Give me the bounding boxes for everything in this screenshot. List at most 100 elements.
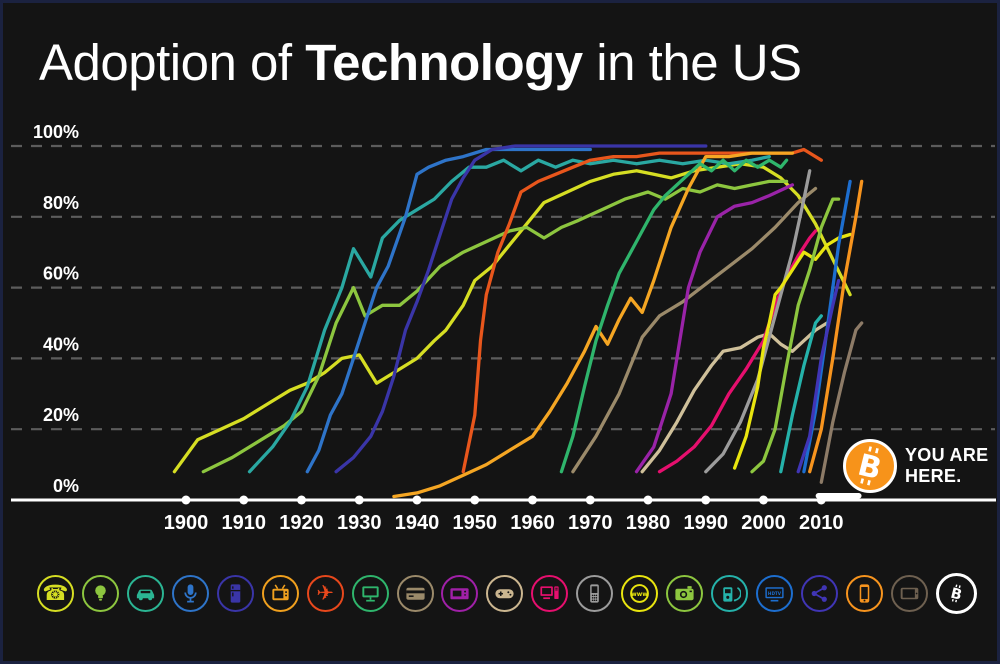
microwave-icon-glyph [450, 587, 470, 599]
series-line-credit-card [571, 186, 818, 474]
series-line-color-tv [559, 158, 789, 474]
svg-text:www: www [631, 590, 648, 597]
technology-icon-row: ☎ ✈ www HDTV B [37, 570, 977, 616]
x-axis-label-2010: 2010 [799, 512, 844, 534]
y-axis-label-100: 100% [33, 122, 79, 142]
tablet-icon [890, 574, 928, 612]
credit-card-icon-glyph [405, 587, 425, 600]
x-axis-tick-dot-1980 [643, 495, 653, 505]
series-line-radio [305, 147, 592, 474]
series-line-internet [732, 232, 852, 470]
x-axis-tick-dot-1940 [412, 495, 422, 505]
microphone-icon [171, 574, 209, 612]
x-axis-label-1990: 1990 [684, 512, 729, 534]
refrigerator-icon-glyph [230, 583, 241, 603]
y-axis-label-20: 20% [43, 405, 79, 425]
y-axis-label-80: 80% [43, 193, 79, 213]
camera-icon [666, 574, 704, 612]
telephone-icon: ☎ [37, 574, 74, 612]
series-line-digital-camera [750, 197, 841, 474]
share-icon-glyph [811, 584, 827, 602]
x-axis-tick-dot-2010 [816, 495, 826, 505]
tv-icon-glyph [272, 583, 289, 600]
x-axis-label-1910: 1910 [222, 512, 267, 534]
cellphone-icon [576, 574, 614, 612]
mp3-player-icon-glyph [723, 586, 742, 602]
gamepad-icon-glyph [495, 588, 514, 598]
series-line-video-games [640, 321, 829, 474]
series-line-air-travel [392, 151, 795, 499]
mp3-player-icon [711, 574, 749, 612]
series-line-cellphone [704, 169, 812, 474]
camera-icon-glyph [675, 585, 694, 600]
www-icon-glyph: www [630, 583, 650, 603]
www-icon: www [621, 574, 659, 612]
refrigerator-icon [216, 574, 254, 612]
series-line-electricity [201, 179, 789, 474]
desktop-pc-icon [531, 574, 569, 612]
x-axis-label-1940: 1940 [395, 512, 440, 534]
x-axis-label-1920: 1920 [279, 512, 324, 534]
x-axis-tick-dot-2000 [759, 495, 768, 505]
tv-icon [261, 574, 299, 612]
cellphone-icon-glyph [590, 583, 600, 603]
x-axis-label-1930: 1930 [337, 512, 382, 534]
x-axis-label-2000: 2000 [741, 512, 786, 534]
telephone-icon-glyph: ☎ [42, 580, 69, 605]
x-axis-label-1950: 1950 [453, 512, 498, 534]
svg-text:HDTV: HDTV [768, 590, 782, 595]
series-line-social-media [796, 278, 841, 474]
y-axis-label-0: 0% [53, 476, 79, 496]
you-are-here-badge: B YOU ARE HERE. [841, 437, 988, 495]
x-axis-tick-dot-1920 [297, 495, 306, 505]
x-axis-tick-dot-1970 [585, 495, 595, 505]
x-axis-label-1900: 1900 [164, 512, 209, 534]
hdtv-icon-glyph: HDTV [765, 586, 784, 602]
x-axis-label-1970: 1970 [568, 512, 613, 534]
title-pre: Adoption of [39, 34, 306, 91]
x-axis-label-1980: 1980 [626, 512, 671, 534]
series-line-mp3-player [779, 314, 823, 474]
bitcoin-coin-icon: B [843, 439, 897, 493]
car-icon [126, 574, 164, 612]
bitcoin-icon-glyph: B [949, 583, 963, 603]
airplane-icon: ✈ [306, 574, 344, 612]
smartphone-icon-glyph [859, 583, 870, 603]
lightbulb-icon-glyph [95, 584, 106, 601]
x-axis-tick-dot-1960 [528, 495, 537, 505]
series-line-tablet [819, 321, 864, 484]
x-axis-tick-dot-1900 [181, 495, 191, 505]
you-are-here-label: YOU ARE HERE. [905, 445, 989, 486]
x-axis-tick-dot-1990 [701, 495, 711, 505]
share-icon [800, 574, 838, 612]
bitcoin-icon: B [935, 572, 977, 614]
title-post: in the US [582, 34, 802, 91]
series-line-telephone [172, 162, 852, 474]
adoption-chart: 100% 80% 60% 40% 20% 0% 1900 1910 1920 1930 1940 19… [11, 122, 996, 534]
credit-card-icon [396, 574, 434, 612]
series-line-automobile [247, 154, 771, 474]
series-line-pc [657, 229, 818, 474]
color-tv-icon-glyph [361, 585, 379, 602]
page-title: Adoption of Technology in the US [39, 33, 979, 92]
series-line-microwave [634, 183, 795, 474]
series-line-smartphone [808, 179, 864, 474]
x-axis-tick-dot-1950 [470, 495, 480, 505]
x-axis-tick-dot-1930 [354, 495, 364, 505]
car-icon-glyph [136, 589, 154, 600]
lightbulb-icon [81, 574, 119, 612]
microphone-icon-glyph [184, 583, 197, 603]
x-axis-label-1960: 1960 [510, 512, 555, 534]
y-axis-label-60: 60% [43, 264, 79, 284]
desktop-pc-icon-glyph [540, 585, 559, 599]
tablet-icon-glyph [900, 587, 919, 599]
series-line-refrigerator [334, 144, 708, 474]
airplane-icon-glyph: ✈ [316, 580, 334, 605]
microwave-icon [441, 574, 479, 612]
x-axis-tick-dot-1910 [239, 495, 249, 505]
color-tv-icon [351, 574, 389, 612]
gamepad-icon [486, 574, 524, 612]
title-bold: Technology [305, 34, 583, 91]
y-axis-label-40: 40% [43, 334, 79, 354]
